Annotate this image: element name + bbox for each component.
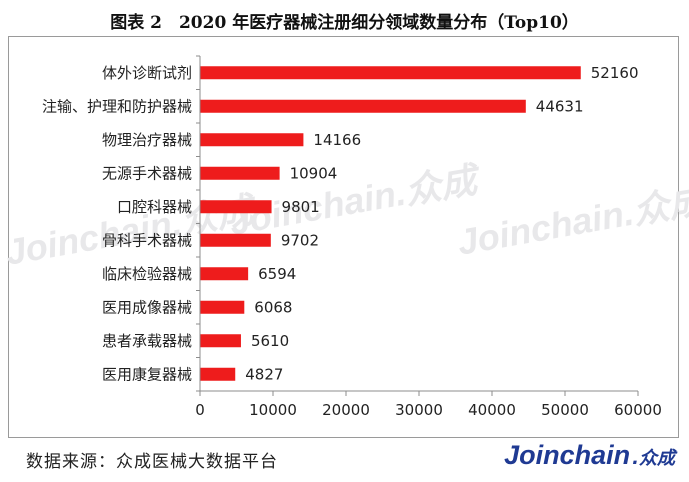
bar-9	[200, 334, 241, 348]
x-tick-label-2: 10000	[249, 401, 297, 419]
bar-1	[200, 66, 581, 80]
bar-2	[200, 99, 526, 113]
bar-6	[200, 233, 271, 247]
source-note: 数据来源：众成医械大数据平台	[26, 452, 278, 472]
category-label-1: 体外诊断试剂	[102, 64, 192, 82]
watermark-3: Joinchain.众成	[454, 178, 689, 263]
category-label-5: 口腔科器械	[117, 198, 192, 216]
category-label-2: 注输、护理和防护器械	[42, 97, 192, 115]
category-label-7: 临床检验器械	[102, 265, 192, 283]
chart-frame	[8, 36, 679, 438]
brand-logo-cjk: .众成	[632, 448, 675, 469]
data-label-7: 6594	[258, 265, 296, 283]
data-label-8: 6068	[254, 298, 292, 316]
x-tick-label-4: 30000	[395, 401, 443, 419]
brand-logo-latin: Joinchain	[504, 440, 631, 470]
chart-title: 图表 2 2020 年医疗器械注册细分领域数量分布（Top10）	[110, 13, 579, 33]
brand-logo: Joinchain .众成	[504, 440, 675, 472]
x-tick-label-5: 40000	[468, 401, 516, 419]
category-label-9: 患者承载器械	[102, 332, 192, 350]
category-label-6: 骨科手术器械	[102, 231, 192, 249]
bars: 52160 44631 14166 10904 9801 9702 6594 6068 5610…	[200, 64, 639, 383]
category-label-3: 物理治疗器械	[102, 131, 192, 149]
data-label-5: 9801	[282, 198, 320, 216]
x-tick-label-6: 50000	[541, 401, 589, 419]
data-label-2: 44631	[536, 97, 584, 115]
category-label-8: 医用成像器械	[102, 298, 192, 316]
bar-8	[200, 300, 245, 314]
x-tick-label-7: 60000	[614, 401, 662, 419]
bar-7	[200, 267, 249, 281]
axes: 体外诊断试剂注输、护理和防护器械物理治疗器械无源手术器械口腔科器械骨科手术器械临…	[42, 55, 662, 419]
data-label-9: 5610	[251, 332, 289, 350]
bar-3	[200, 133, 304, 147]
x-tick-label-1: 0	[195, 401, 205, 419]
x-tick-label-3: 20000	[322, 401, 370, 419]
data-label-3: 14166	[313, 131, 361, 149]
category-label-10: 医用康复器械	[102, 365, 192, 383]
category-label-4: 无源手术器械	[102, 164, 192, 182]
bar-5	[200, 200, 272, 214]
bar-10	[200, 367, 236, 381]
data-label-10: 4827	[245, 365, 283, 383]
data-label-1: 52160	[591, 64, 639, 82]
data-label-4: 10904	[290, 164, 338, 182]
data-label-6: 9702	[281, 231, 319, 249]
bar-4	[200, 166, 280, 180]
